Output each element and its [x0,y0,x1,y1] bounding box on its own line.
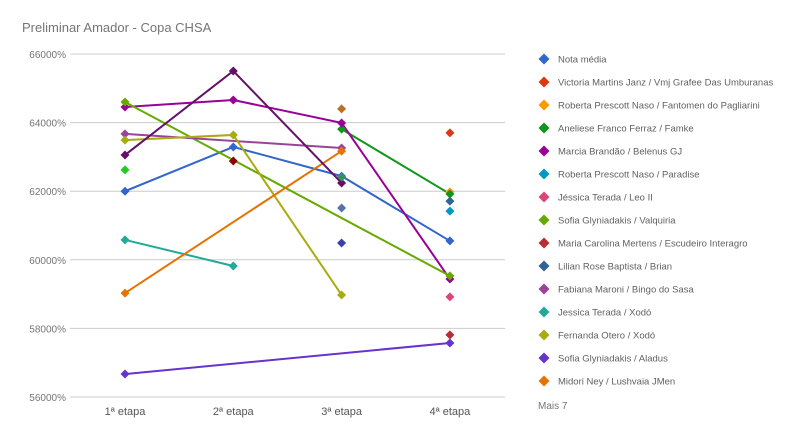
legend-item[interactable]: Sofia Glyniadakis / Valquiria [558,216,676,227]
data-point[interactable] [445,338,455,348]
y-tick-label: 60000% [29,256,66,267]
series-line[interactable] [124,98,451,280]
data-point[interactable] [228,156,238,166]
data-point[interactable] [120,150,130,160]
data-point[interactable] [120,165,130,175]
legend-marker[interactable] [538,76,550,88]
data-point[interactable] [445,292,455,302]
legend-marker[interactable] [538,260,550,272]
legend-item[interactable]: Roberta Prescott Naso / Fantomen do Pagl… [558,101,760,112]
data-point[interactable] [445,271,455,281]
data-point[interactable] [445,128,455,138]
legend-marker[interactable] [538,237,550,249]
x-tick-label: 3ª etapa [321,406,363,418]
legend-item[interactable]: Fernanda Otero / Xodó [558,331,655,342]
series-line[interactable] [124,69,343,184]
data-point[interactable] [337,178,347,188]
legend-marker[interactable] [538,283,550,295]
data-point[interactable] [120,186,130,196]
data-point[interactable] [228,142,238,152]
legend-marker[interactable] [538,99,550,111]
legend-marker[interactable] [538,145,550,157]
data-point[interactable] [228,130,238,140]
data-point[interactable] [337,203,347,213]
data-point[interactable] [445,236,455,246]
legend-marker[interactable] [538,329,550,341]
data-point[interactable] [445,189,455,199]
legend-item[interactable]: Nota média [558,55,607,66]
legend-marker[interactable] [538,53,550,65]
legend-item[interactable]: Maria Carolina Mertens / Escudeiro Inter… [558,239,748,250]
series-line[interactable] [124,341,450,376]
data-point[interactable] [120,129,130,139]
legend-item[interactable]: Aneliese Franco Ferraz / Famke [558,124,694,135]
data-point[interactable] [337,118,347,128]
series-line[interactable] [124,145,451,242]
data-point[interactable] [337,146,347,156]
legend-item[interactable]: Marcia Brandão / Belenus GJ [558,147,682,158]
data-point[interactable] [120,288,130,298]
data-point[interactable] [228,95,238,105]
chart-title: Preliminar Amador - Copa CHSA [22,20,212,35]
data-point[interactable] [337,238,347,248]
legend-marker[interactable] [538,306,550,318]
data-point[interactable] [120,135,130,145]
legend-marker[interactable] [538,191,550,203]
legend-item[interactable]: Jessica Terada / Xodó [558,308,651,319]
data-point[interactable] [337,104,347,114]
legend-more-link[interactable]: Mais 7 [538,401,568,412]
data-point[interactable] [228,261,238,271]
data-point[interactable] [445,206,455,216]
legend-marker[interactable] [538,122,550,134]
data-point[interactable] [445,330,455,340]
data-point[interactable] [337,290,347,300]
series-line[interactable] [124,238,234,267]
legend-marker[interactable] [538,352,550,364]
data-point[interactable] [120,97,130,107]
series-line[interactable] [341,128,451,195]
legend-marker[interactable] [538,375,550,387]
data-point[interactable] [445,196,455,206]
data-point[interactable] [120,102,130,112]
y-tick-label: 56000% [29,393,66,404]
data-point[interactable] [337,172,347,182]
x-tick-label: 1ª etapa [105,406,147,418]
y-tick-label: 64000% [29,119,66,130]
legend-item[interactable]: Jéssica Terada / Leo II [558,193,653,204]
legend-marker[interactable] [538,214,550,226]
data-point[interactable] [228,66,238,76]
legend-item[interactable]: Fabiana Maroni / Bingo do Sasa [558,285,694,296]
x-tick-label: 2ª etapa [213,406,255,418]
legend-item[interactable]: Midori Ney / Lushvaia JMen [558,377,675,388]
data-point[interactable] [120,235,130,245]
y-tick-label: 66000% [29,50,66,61]
legend-marker[interactable] [538,168,550,180]
y-tick-label: 62000% [29,187,66,198]
data-point[interactable] [337,124,347,134]
legend-item[interactable]: Lilian Rose Baptista / Brian [558,262,672,273]
x-tick-label: 4ª etapa [430,406,472,418]
legend-item[interactable]: Victoria Martins Janz / Vmj Grafee Das U… [558,78,773,89]
y-tick-label: 58000% [29,324,66,335]
legend-item[interactable]: Sofia Glyniadakis / Aladus [558,354,668,365]
data-point[interactable] [120,369,130,379]
series-line[interactable] [124,150,343,294]
legend-item[interactable]: Roberta Prescott Naso / Paradise [558,170,700,181]
series-line[interactable] [124,101,451,277]
